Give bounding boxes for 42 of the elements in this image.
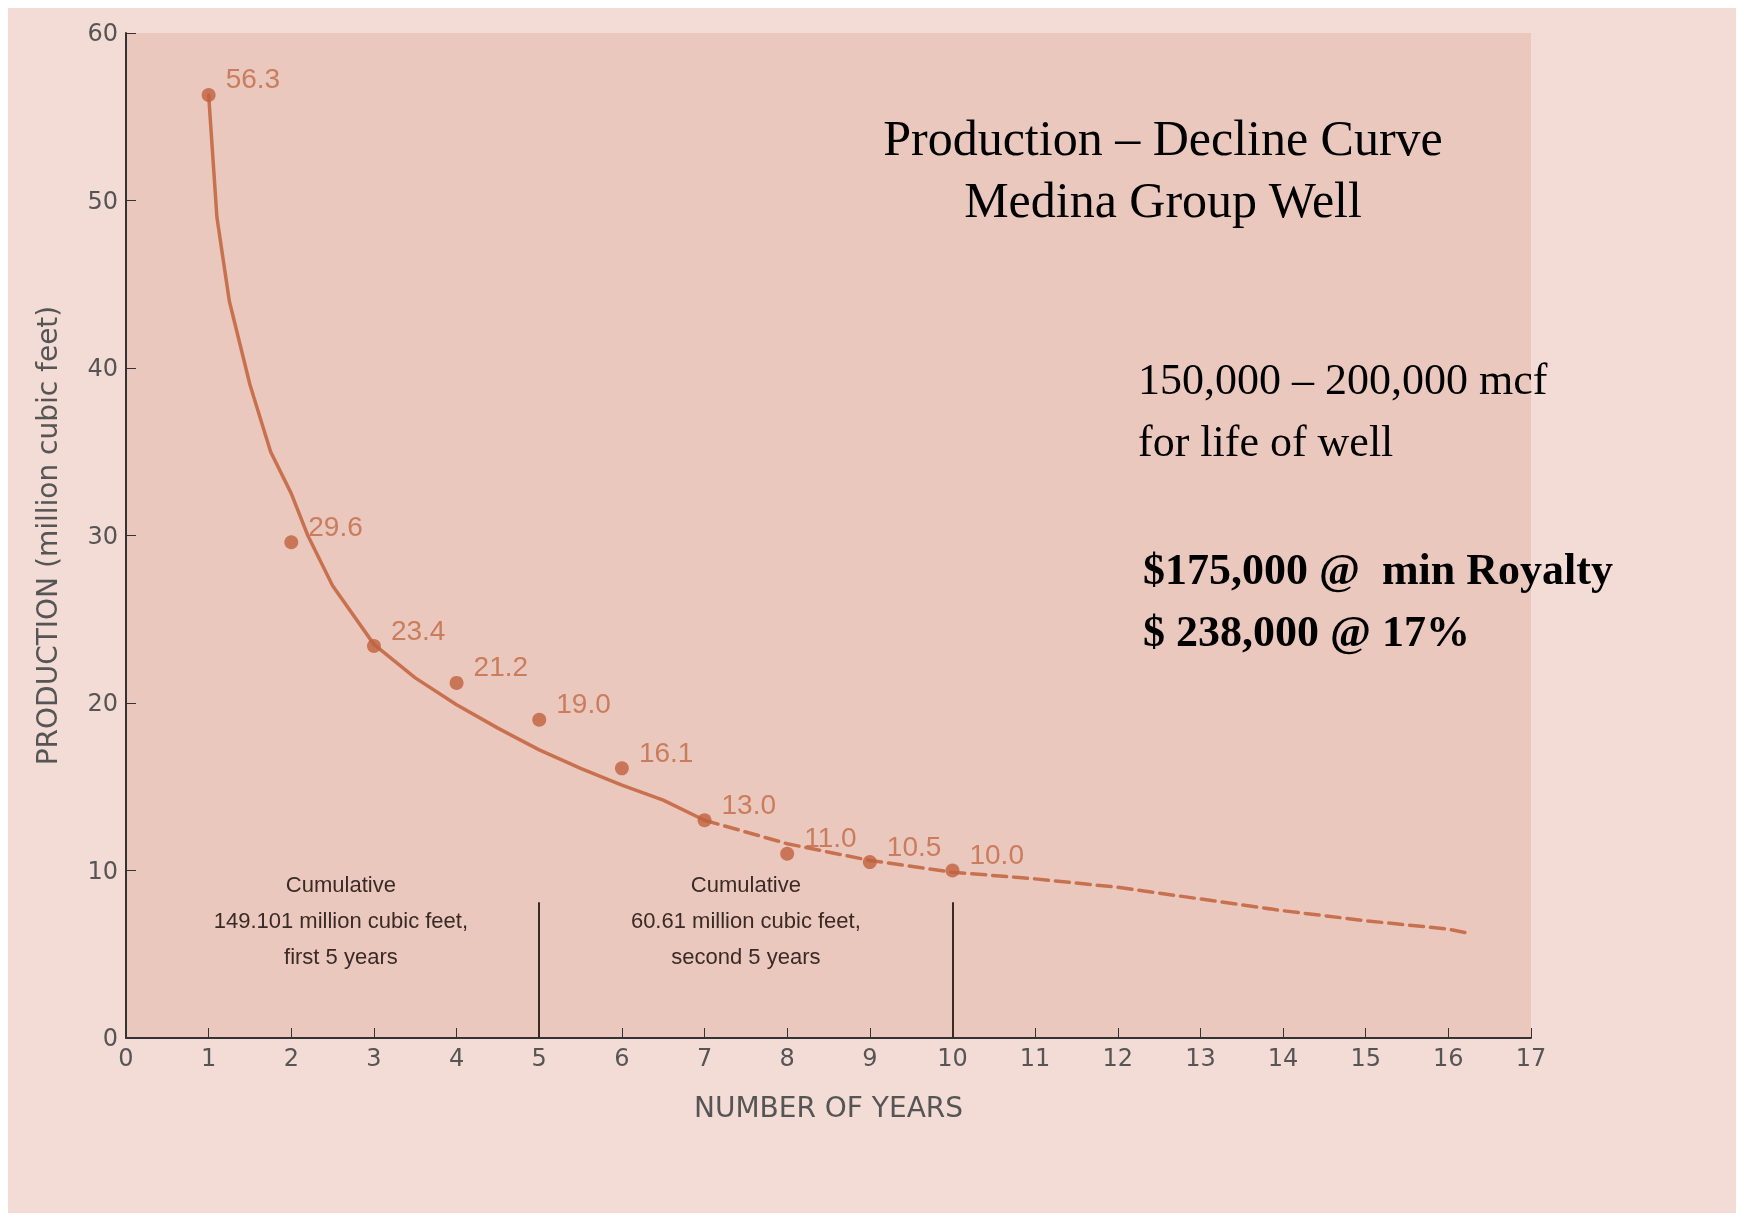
x-tick-label: 17 <box>1515 1044 1547 1072</box>
x-tick-label: 8 <box>779 1044 795 1072</box>
x-tick-label: 12 <box>1102 1044 1134 1072</box>
text: Medina Group Well <box>964 172 1362 228</box>
y-tick-label: 20 <box>87 689 118 717</box>
x-tick-label: 14 <box>1267 1044 1299 1072</box>
x-tick-label: 4 <box>448 1044 465 1072</box>
x-tick-label: 1 <box>201 1044 217 1072</box>
data-label: 11.0 <box>804 822 857 854</box>
data-label: 13.0 <box>721 788 777 820</box>
data-label: 10.5 <box>886 830 942 862</box>
y-tick-label: 0 <box>102 1024 118 1052</box>
annotation: Cumulative 149.101 million cubic feet, first 5 years <box>213 872 469 970</box>
x-tick-label: 10 <box>937 1044 968 1072</box>
data-label: 21.2 <box>473 651 529 683</box>
y-tick-label: 50 <box>87 186 118 215</box>
data-label: 29.6 <box>308 510 363 542</box>
x-tick-label: 7 <box>696 1044 713 1072</box>
y-tick-label: 40 <box>87 354 118 382</box>
x-tick-label: 15 <box>1350 1044 1381 1072</box>
x-tick-label: 13 <box>1185 1044 1216 1072</box>
data-label: 10.0 <box>969 839 1024 870</box>
data-label: 16.1 <box>638 736 694 768</box>
y-axis-title: PRODUCTION (million cubic feet) <box>30 305 64 766</box>
x-tick-label: 3 <box>366 1044 382 1072</box>
x-tick-label: 16 <box>1433 1044 1464 1072</box>
x-tick-label: 9 <box>862 1044 878 1072</box>
y-tick-label: 10 <box>87 856 118 885</box>
x-axis-title: NUMBER OF YEARS <box>693 1090 964 1124</box>
x-tick-label: 11 <box>1019 1044 1051 1072</box>
y-tick-label: 30 <box>87 521 118 550</box>
data-label: 56.3 <box>225 63 281 95</box>
annotation: 150,000 – 200,000 mcf for life of well <box>1138 354 1548 466</box>
y-tick-label: 60 <box>87 19 118 47</box>
data-label: 23.4 <box>390 614 446 646</box>
data-label: 19.0 <box>556 688 611 720</box>
annotation: $175,000 @ min Royalty $ 238,000 @ 17% <box>1143 544 1613 656</box>
x-tick-label: 6 <box>614 1044 630 1072</box>
x-tick-label: 5 <box>531 1044 547 1072</box>
annotation: Cumulative 60.61 million cubic feet, second 5 years <box>630 872 861 970</box>
text: Production – Decline Curve <box>883 110 1443 166</box>
x-tick-label: 2 <box>283 1044 299 1072</box>
